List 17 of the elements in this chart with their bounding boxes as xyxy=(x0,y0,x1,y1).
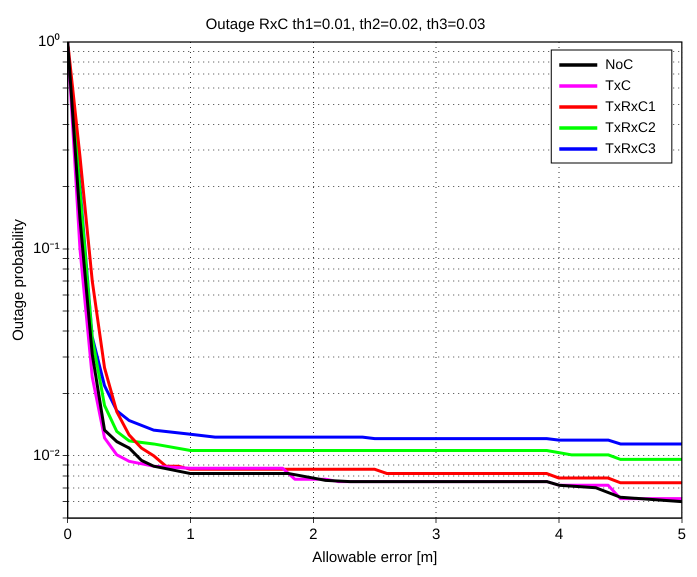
y-tick-label: 10⁻¹ xyxy=(32,240,60,258)
legend-label: TxRxC2 xyxy=(605,118,656,135)
x-tick-label: 4 xyxy=(554,526,564,544)
x-tick-label: 5 xyxy=(678,526,686,544)
legend-label: TxRxC3 xyxy=(605,140,656,156)
legend-label: TxRxC1 xyxy=(605,98,656,114)
y-axis-title: Outage probability xyxy=(10,218,28,341)
y-tick-label: 10⁰ xyxy=(38,33,60,50)
x-tick-label: 1 xyxy=(186,526,195,544)
x-tick-label: 2 xyxy=(309,526,318,544)
x-tick-label: 0 xyxy=(64,526,72,544)
y-tick-label: 10⁻² xyxy=(32,446,60,464)
x-tick-label: 3 xyxy=(432,526,440,544)
legend-label: TxC xyxy=(605,76,631,93)
chart-title: Outage RxC th1=0.01, th2=0.02, th3=0.03 xyxy=(206,16,486,34)
legend-label: NoC xyxy=(605,56,634,72)
x-axis-title: Allowable error [m] xyxy=(312,549,438,566)
